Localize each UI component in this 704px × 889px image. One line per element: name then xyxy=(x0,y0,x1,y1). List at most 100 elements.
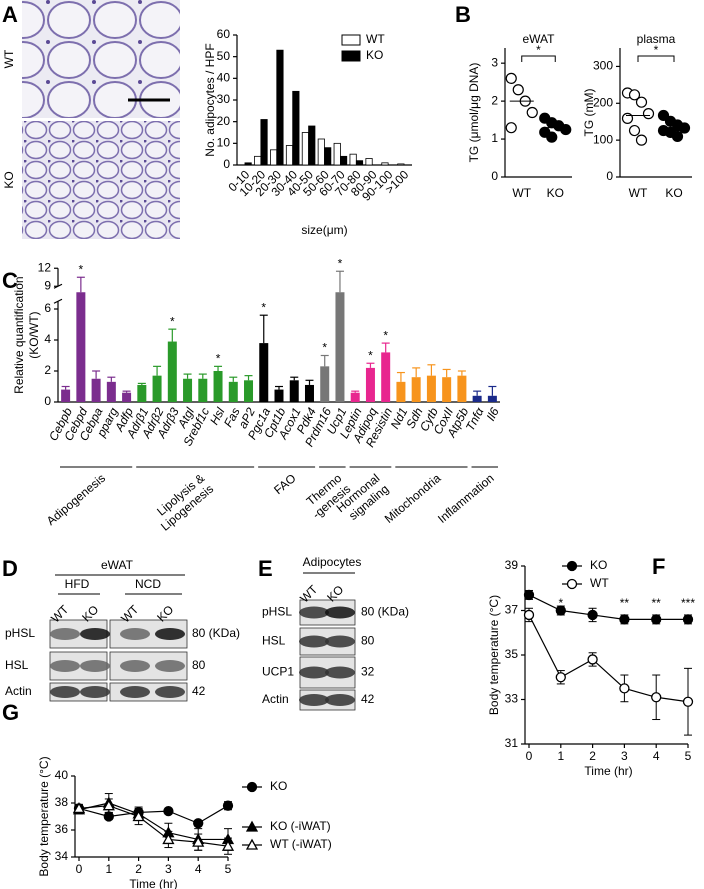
bar xyxy=(289,380,299,402)
panel-letter: G xyxy=(2,700,19,725)
blot-size-label: 80 xyxy=(361,634,375,648)
y-tick-label: 6 xyxy=(44,301,51,315)
blot-row-label: UCP1 xyxy=(262,665,294,679)
y-tick-label: 2 xyxy=(491,93,498,107)
significance-label: * xyxy=(536,43,541,57)
group-label: FAO xyxy=(271,471,298,497)
y-tick-label: 38 xyxy=(55,795,69,809)
group-label: Adipogenesis xyxy=(44,471,108,528)
series-line xyxy=(528,594,688,620)
significance-label: * xyxy=(216,352,221,366)
legend-marker xyxy=(245,838,259,850)
bar xyxy=(76,292,86,402)
chart-title: plasma xyxy=(637,32,676,46)
y-tick-label: 60 xyxy=(217,27,231,41)
blot-band xyxy=(50,660,80,672)
bar xyxy=(244,380,254,402)
bar xyxy=(244,162,252,166)
panel-letter: B xyxy=(455,2,471,27)
bar xyxy=(381,352,391,402)
blot-band xyxy=(155,660,185,672)
blot-band xyxy=(325,606,355,619)
x-tick-label: 3 xyxy=(165,862,172,876)
data-point xyxy=(621,112,634,124)
group-label: Mitochondria xyxy=(382,471,444,526)
y-tick-label: 10 xyxy=(217,136,231,150)
data-point xyxy=(642,108,655,120)
blot-row-label: HSL xyxy=(262,634,286,648)
blot-band xyxy=(155,628,185,640)
y-tick-label: 20 xyxy=(217,114,231,128)
y-tick-label: 36 xyxy=(55,822,69,836)
x-tick-label: 0 xyxy=(76,862,83,876)
legend-label: KO xyxy=(366,48,383,62)
y-tick-label: 300 xyxy=(593,59,613,73)
bar xyxy=(228,381,238,402)
x-axis-label: size(μm) xyxy=(301,223,347,237)
y-tick-label: 40 xyxy=(55,768,69,782)
y-tick-label: 39 xyxy=(505,558,519,572)
data-point xyxy=(619,683,630,694)
y-tick-label: 4 xyxy=(44,332,51,346)
data-point xyxy=(523,589,535,601)
significance-label: * xyxy=(654,43,659,57)
significance-label: * xyxy=(383,328,388,342)
legend-label: WT xyxy=(590,576,609,590)
legend-label: WT xyxy=(366,32,385,46)
data-point xyxy=(102,799,115,811)
y-tick-label: 3 xyxy=(491,55,498,69)
y-axis-label: No. adipocytes / HPF xyxy=(203,43,217,156)
x-tick-label: Il6 xyxy=(484,405,502,423)
bar xyxy=(304,384,314,402)
significance-label: * xyxy=(322,341,327,355)
data-point xyxy=(628,89,641,101)
panel-letter: C xyxy=(2,268,18,293)
x-tick-label: 0 xyxy=(526,749,533,763)
x-tick-label: 2 xyxy=(589,749,596,763)
x-tick-label: 3 xyxy=(621,749,628,763)
x-tick-label: WT xyxy=(629,186,648,200)
y-tick-label: 33 xyxy=(505,692,519,706)
bar xyxy=(137,384,147,402)
y-tick-label: 200 xyxy=(593,95,613,109)
y-tick-label: 1 xyxy=(491,131,498,145)
blot-band xyxy=(120,628,150,640)
y-tick-label: 0 xyxy=(44,394,51,408)
group-label: Inflammation xyxy=(435,471,497,526)
data-point xyxy=(682,696,694,707)
legend-label: KO xyxy=(270,779,287,793)
bar xyxy=(152,375,162,402)
x-tick-label: Tnfα xyxy=(463,404,487,433)
panel-letter: D xyxy=(2,556,18,581)
x-tick-label: WT xyxy=(512,186,531,200)
significance-label: * xyxy=(261,300,266,314)
y-tick-label: 30 xyxy=(217,92,231,106)
blot-band xyxy=(120,686,150,698)
legend-swatch xyxy=(341,34,361,46)
blot-band xyxy=(299,606,329,619)
bar xyxy=(333,142,341,166)
x-tick-label: 1 xyxy=(557,749,564,763)
bar xyxy=(487,395,497,402)
y-tick-label: 0 xyxy=(606,169,613,183)
significance-label: *** xyxy=(681,596,695,610)
data-point xyxy=(222,800,234,811)
series-line xyxy=(78,805,229,824)
legend-marker xyxy=(566,578,578,590)
significance-label: * xyxy=(558,596,563,610)
x-axis-label: Time (hr) xyxy=(129,877,177,889)
y-axis-label: Body temperature (°C) xyxy=(37,756,51,876)
x-tick-label: 5 xyxy=(685,749,692,763)
data-point xyxy=(512,84,524,96)
data-point xyxy=(132,810,145,822)
blot-condition: HFD xyxy=(65,577,90,591)
data-point xyxy=(678,122,691,134)
chart-title: eWAT xyxy=(523,32,556,46)
blot-title: eWAT xyxy=(101,558,134,572)
blot-band xyxy=(299,694,329,706)
bar xyxy=(397,163,405,166)
significance-bracket xyxy=(521,55,556,62)
data-point xyxy=(657,109,670,122)
data-point xyxy=(221,839,235,851)
